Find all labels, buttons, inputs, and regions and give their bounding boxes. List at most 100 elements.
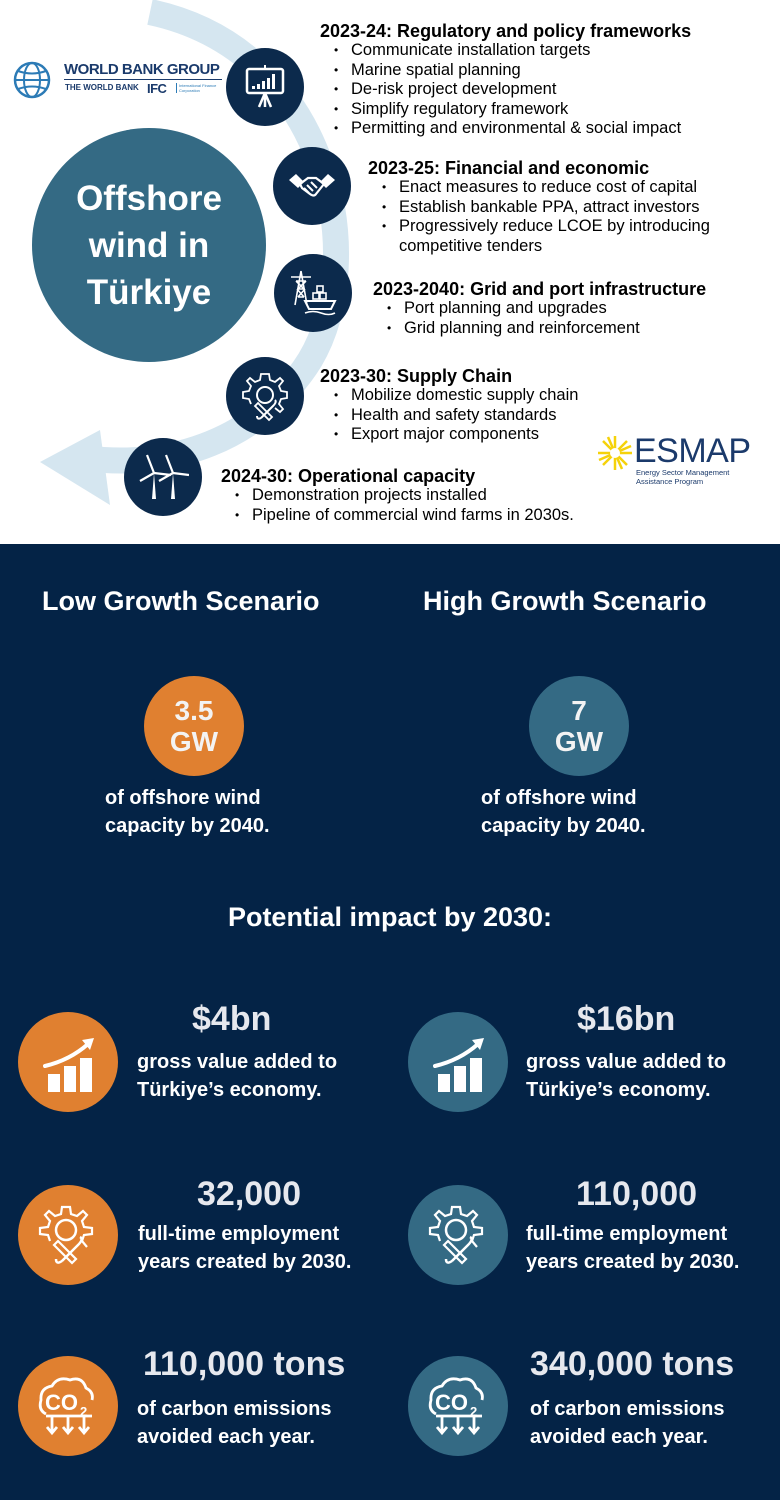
growth-chart-icon: [408, 1012, 508, 1112]
stage-grid-port: 2023-2040: Grid and port infrastructure …: [373, 279, 706, 338]
impact-title: Potential impact by 2030:: [227, 902, 553, 932]
stage-title: 2023-30: Supply Chain: [320, 366, 513, 386]
gw-value: 3.5: [174, 695, 214, 726]
stage-list: Demonstration projects installed Pipelin…: [235, 486, 574, 525]
high-co2-description: of carbon emissions avoided each year.: [530, 1395, 725, 1451]
gw-value: 7: [571, 695, 587, 726]
co2-cloud-icon: CO 2: [18, 1356, 118, 1456]
stage-item: Export major components: [334, 425, 578, 445]
desc-line-2: avoided each year.: [530, 1426, 708, 1448]
svg-text:2: 2: [470, 1404, 477, 1419]
low-gw-badge: 3.5 GW: [144, 676, 244, 776]
gw-unit: GW: [169, 726, 219, 757]
stage-item: Progressively reduce LCOE by introducing: [382, 217, 710, 237]
roadmap-section: WORLD BANK GROUP THE WORLD BANK IFC Inte…: [0, 0, 780, 544]
gw-unit: GW: [554, 726, 604, 757]
stage-title: 2024-30: Operational capacity: [221, 466, 476, 486]
gear-tools-icon: [226, 357, 304, 435]
desc-line-1: of offshore wind: [481, 787, 637, 809]
desc-line-1: full-time employment: [138, 1223, 340, 1245]
stage-item: De-risk project development: [334, 80, 691, 100]
low-co2-value: 110,000 tons: [143, 1345, 346, 1383]
stage-list: Communicate installation targets Marine …: [334, 41, 691, 139]
scenarios-section: Low Growth Scenario High Growth Scenario…: [0, 544, 780, 1500]
stage-item: Simplify regulatory framework: [334, 100, 691, 120]
hub-line-3: Türkiye: [86, 272, 212, 312]
gear-tools-icon: [18, 1185, 118, 1285]
low-jobs-value: 32,000: [197, 1175, 301, 1213]
esmap-logo: ESMAP Energy Sector Management Assistanc…: [596, 432, 766, 490]
low-jobs-description: full-time employment years created by 20…: [138, 1220, 352, 1276]
desc-line-2: Türkiye’s economy.: [526, 1079, 711, 1101]
the-world-bank-text: THE WORLD BANK: [65, 83, 139, 92]
stage-list: Port planning and upgrades Grid planning…: [387, 299, 706, 338]
hub-line-2: wind in: [88, 225, 210, 265]
growth-chart-icon: [18, 1012, 118, 1112]
esmap-subtext-line-1: Energy Sector Management: [636, 468, 730, 477]
world-bank-group-logo: WORLD BANK GROUP THE WORLD BANK IFC Inte…: [12, 58, 222, 102]
stage-item: Marine spatial planning: [334, 61, 691, 81]
stage-item: Pipeline of commercial wind farms in 203…: [235, 506, 574, 526]
globe-icon: [13, 61, 51, 99]
wind-turbines-icon: [124, 438, 202, 516]
desc-line-1: of carbon emissions: [530, 1398, 725, 1420]
logo-divider: [64, 79, 222, 80]
stage-list: Enact measures to reduce cost of capital…: [382, 178, 710, 256]
high-scenario-title: High Growth Scenario: [423, 586, 707, 616]
stage-regulatory: 2023-24: Regulatory and policy framework…: [320, 21, 691, 139]
desc-line-2: capacity by 2040.: [481, 815, 646, 837]
ifc-subtext: International Finance Corporation: [176, 83, 226, 93]
hub-line-1: Offshore: [76, 178, 222, 218]
co2-cloud-icon: CO 2: [408, 1356, 508, 1456]
low-gw-description: of offshore wind capacity by 2040.: [105, 784, 270, 840]
stage-financial: 2023-25: Financial and economic Enact me…: [368, 158, 710, 256]
stage-operational: 2024-30: Operational capacity Demonstrat…: [221, 466, 574, 525]
low-gva-value: $4bn: [192, 1000, 272, 1038]
stage-supply-chain: 2023-30: Supply Chain Mobilize domestic …: [320, 366, 578, 445]
stage-item: Grid planning and reinforcement: [387, 319, 706, 339]
hub-circle: Offshore wind in Türkiye: [32, 128, 266, 362]
desc-line-2: years created by 2030.: [138, 1251, 352, 1273]
high-gva-description: gross value added to Türkiye’s economy.: [526, 1048, 726, 1104]
stage-item: Demonstration projects installed: [235, 486, 574, 506]
high-gw-badge: 7 GW: [529, 676, 629, 776]
esmap-subtext-line-2: Assistance Program: [636, 477, 704, 486]
esmap-subtext: Energy Sector Management Assistance Prog…: [636, 468, 729, 486]
desc-line-1: of carbon emissions: [137, 1398, 332, 1420]
gear-tools-icon: [408, 1185, 508, 1285]
esmap-text: ESMAP: [634, 432, 751, 470]
world-bank-group-text: WORLD BANK GROUP: [64, 61, 220, 78]
ifc-text: IFC: [147, 81, 167, 96]
high-gva-value: $16bn: [577, 1000, 676, 1038]
high-jobs-value: 110,000: [576, 1175, 698, 1213]
stage-item: Mobilize domestic supply chain: [334, 386, 578, 406]
low-scenario-title: Low Growth Scenario: [42, 586, 320, 616]
desc-line-2: Türkiye’s economy.: [137, 1079, 322, 1101]
handshake-icon: [273, 147, 351, 225]
desc-line-2: avoided each year.: [137, 1426, 315, 1448]
svg-text:CO: CO: [435, 1390, 468, 1415]
desc-line-2: capacity by 2040.: [105, 815, 270, 837]
stage-item: Establish bankable PPA, attract investor…: [382, 198, 710, 218]
stage-item: Port planning and upgrades: [387, 299, 706, 319]
low-co2-description: of carbon emissions avoided each year.: [137, 1395, 332, 1451]
high-jobs-description: full-time employment years created by 20…: [526, 1220, 740, 1276]
presentation-chart-icon: [226, 48, 304, 126]
desc-line-1: full-time employment: [526, 1223, 728, 1245]
stage-item: Communicate installation targets: [334, 41, 691, 61]
stage-title: 2023-24: Regulatory and policy framework…: [320, 21, 692, 41]
high-co2-value: 340,000 tons: [530, 1345, 735, 1383]
stage-item: Permitting and environmental & social im…: [334, 119, 691, 139]
stage-item: Health and safety standards: [334, 406, 578, 426]
svg-text:CO: CO: [45, 1390, 78, 1415]
stage-title: 2023-2040: Grid and port infrastructure: [373, 279, 707, 299]
svg-text:2: 2: [80, 1404, 87, 1419]
grid-port-icon: [274, 254, 352, 332]
low-gva-description: gross value added to Türkiye’s economy.: [137, 1048, 337, 1104]
desc-line-2: years created by 2030.: [526, 1251, 740, 1273]
desc-line-1: gross value added to: [137, 1051, 338, 1073]
stage-title: 2023-25: Financial and economic: [368, 158, 650, 178]
stage-item: Enact measures to reduce cost of capital: [382, 178, 710, 198]
stage-list: Mobilize domestic supply chain Health an…: [334, 386, 578, 445]
desc-line-1: gross value added to: [526, 1051, 727, 1073]
